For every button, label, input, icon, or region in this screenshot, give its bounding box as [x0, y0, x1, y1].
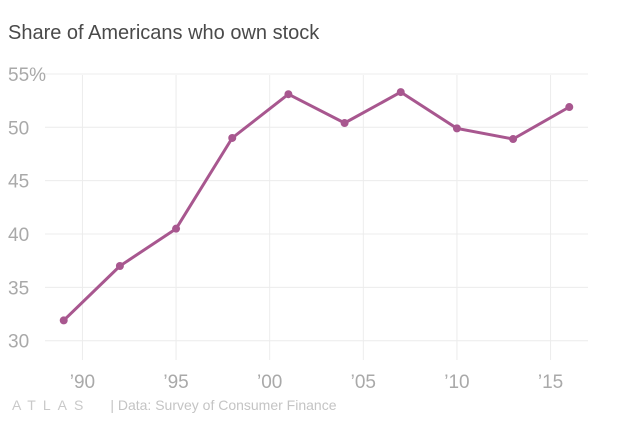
x-tick-label: ’90 — [70, 372, 95, 393]
series-line — [62, 90, 571, 322]
x-tick-labels: ’90 ’95 ’00 ’05 ’10 ’15 — [70, 372, 563, 393]
data-point — [396, 88, 405, 97]
x-tick-label: ’00 — [257, 372, 282, 393]
atlas-logo: ATLAS — [12, 397, 91, 413]
y-tick-label: 50 — [8, 118, 29, 139]
data-point — [284, 90, 293, 99]
x-tick-label: ’05 — [351, 372, 376, 393]
data-point — [59, 316, 68, 325]
footer: ATLAS | Data: Survey of Consumer Finance — [12, 395, 337, 415]
y-tick-label: 55% — [8, 65, 46, 86]
data-point — [452, 124, 461, 133]
x-tick-label: ’15 — [538, 372, 563, 393]
data-point — [115, 262, 124, 271]
y-tick-labels: 55% 50 45 40 35 30 — [8, 65, 46, 353]
y-tick-label: 45 — [8, 172, 29, 193]
data-point — [172, 224, 181, 233]
chart-title: Share of Americans who own stock — [8, 22, 320, 44]
y-tick-label: 30 — [8, 332, 29, 353]
y-gridlines — [45, 73, 588, 342]
x-tick-label: ’10 — [444, 372, 469, 393]
y-tick-label: 40 — [8, 225, 29, 246]
series-group — [59, 88, 574, 325]
x-gridlines — [81, 75, 552, 360]
x-tick-label: ’95 — [163, 372, 188, 393]
data-point — [509, 135, 518, 144]
data-point — [565, 103, 574, 112]
data-point — [228, 133, 237, 142]
data-point — [340, 119, 349, 128]
data-source-note: | Data: Survey of Consumer Finance — [110, 397, 337, 413]
y-tick-label: 35 — [8, 278, 29, 299]
